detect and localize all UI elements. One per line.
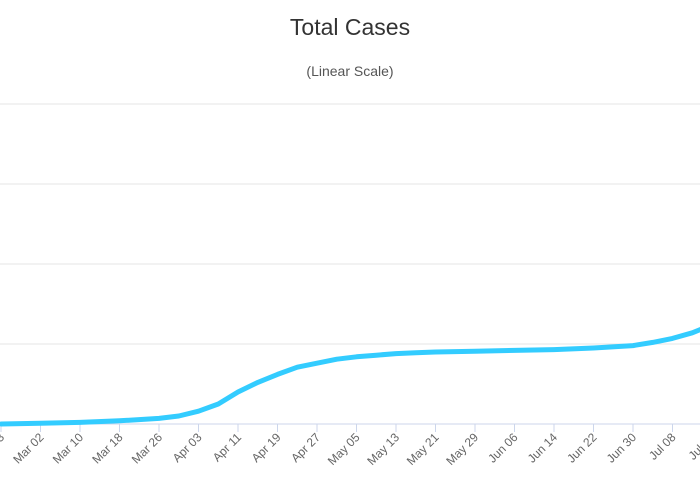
x-tick-label: Mar 02 (10, 430, 47, 467)
x-tick-label: Apr 19 (249, 430, 284, 465)
x-tick-label: Jun 30 (604, 430, 640, 466)
x-tick-label: Apr 27 (288, 430, 323, 465)
chart-subtitle: (Linear Scale) (306, 63, 394, 79)
chart-title: Total Cases (289, 14, 411, 40)
x-tick-label: Apr 03 (170, 430, 205, 465)
x-tick-label: Apr 11 (210, 430, 245, 465)
x-tick-label: Mar 10 (50, 430, 87, 467)
x-tick-label: Mar 18 (89, 430, 126, 467)
x-tick-label: Feb 23 (0, 430, 7, 467)
series-line-0[interactable] (0, 252, 700, 427)
x-tick-label: Jul 08 (646, 430, 679, 463)
x-tick-label: May 05 (325, 430, 363, 468)
x-tick-label: Jun 14 (525, 430, 561, 466)
x-tick-label: May 21 (404, 430, 442, 468)
x-tick-label: Jun 06 (485, 430, 521, 466)
x-tick-label: Jul 16 (686, 430, 700, 463)
x-tick-label: May 29 (443, 430, 481, 468)
x-tick-label: Mar 26 (129, 430, 166, 467)
x-tick-label: May 13 (364, 430, 402, 468)
x-tick-label: Jun 22 (564, 430, 600, 466)
